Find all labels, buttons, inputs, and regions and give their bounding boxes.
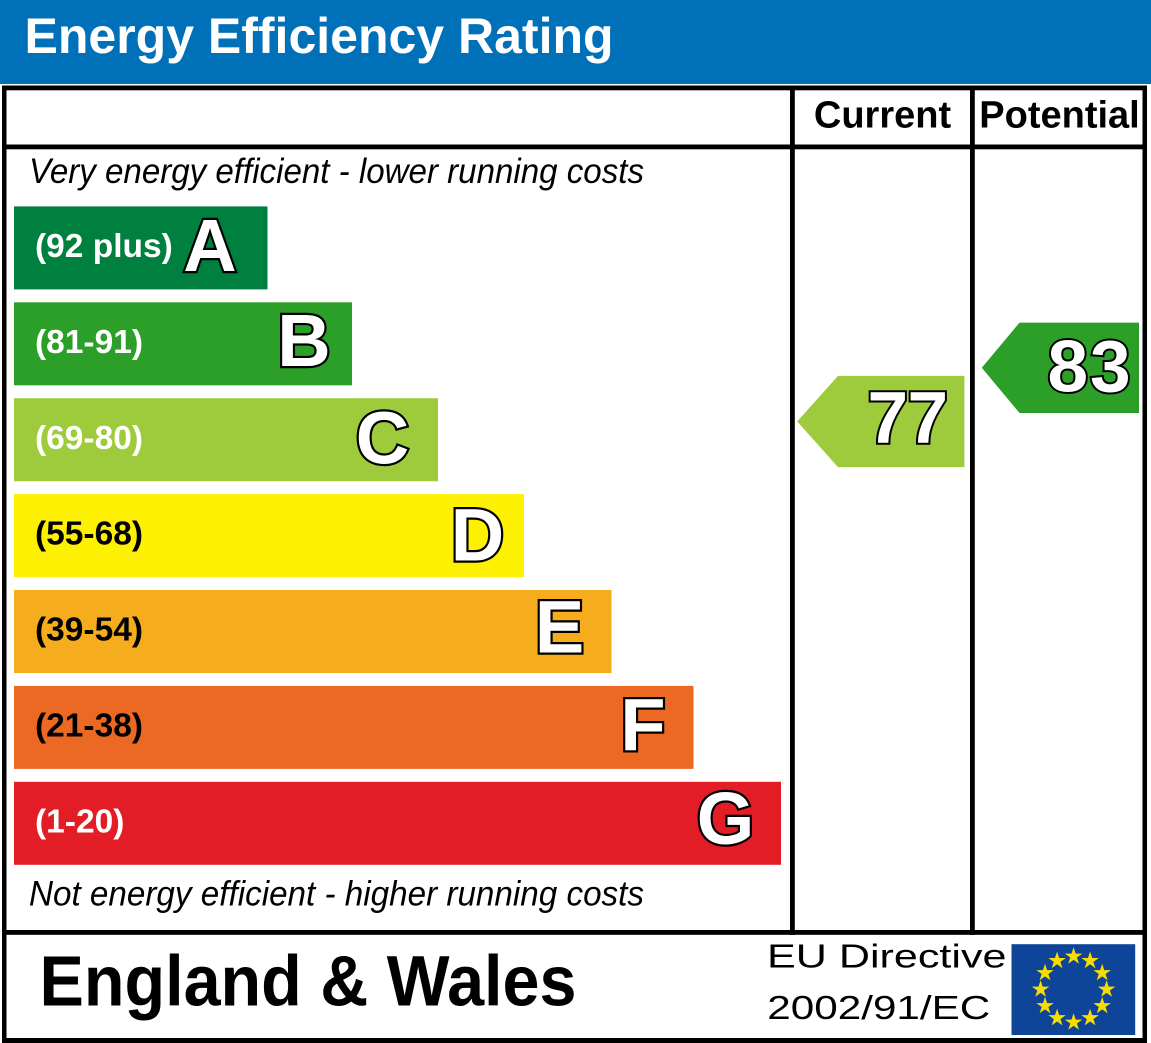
svg-text:3: 3 <box>1090 327 1131 408</box>
svg-text:E: E <box>535 586 584 669</box>
svg-text:2002/91/EC: 2002/91/EC <box>767 990 990 1027</box>
svg-text:B: B <box>277 299 330 382</box>
svg-text:F: F <box>620 684 665 767</box>
svg-text:(69-80): (69-80) <box>35 420 143 457</box>
svg-text:7: 7 <box>868 378 909 459</box>
svg-text:7: 7 <box>908 378 949 459</box>
svg-text:8: 8 <box>1048 327 1089 408</box>
svg-text:A: A <box>183 204 236 287</box>
svg-text:G: G <box>697 777 755 860</box>
svg-text:C: C <box>356 397 409 480</box>
svg-text:England & Wales: England & Wales <box>40 943 577 1022</box>
svg-text:(81-91): (81-91) <box>35 324 143 361</box>
svg-text:D: D <box>451 493 504 576</box>
svg-text:Energy Efficiency Rating: Energy Efficiency Rating <box>25 8 614 64</box>
svg-text:(92 plus): (92 plus) <box>35 228 173 265</box>
svg-text:Very energy efficient - lower: Very energy efficient - lower running co… <box>29 152 644 191</box>
svg-text:EU Directive: EU Directive <box>767 938 1007 975</box>
svg-text:Potential: Potential <box>979 95 1139 137</box>
svg-text:(21-38): (21-38) <box>35 708 143 745</box>
svg-text:(1-20): (1-20) <box>35 803 124 840</box>
svg-text:Current: Current <box>814 95 952 137</box>
svg-text:(39-54): (39-54) <box>35 612 143 649</box>
svg-text:Not energy efficient - higher: Not energy efficient - higher running co… <box>29 875 644 914</box>
svg-text:(55-68): (55-68) <box>35 516 143 553</box>
